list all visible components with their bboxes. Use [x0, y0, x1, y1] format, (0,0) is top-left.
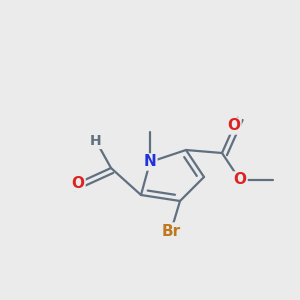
Text: H: H	[90, 134, 102, 148]
Text: O: O	[71, 176, 85, 190]
Text: O: O	[227, 118, 241, 134]
Text: Br: Br	[161, 224, 181, 238]
Text: O: O	[233, 172, 247, 188]
Text: N: N	[144, 154, 156, 169]
